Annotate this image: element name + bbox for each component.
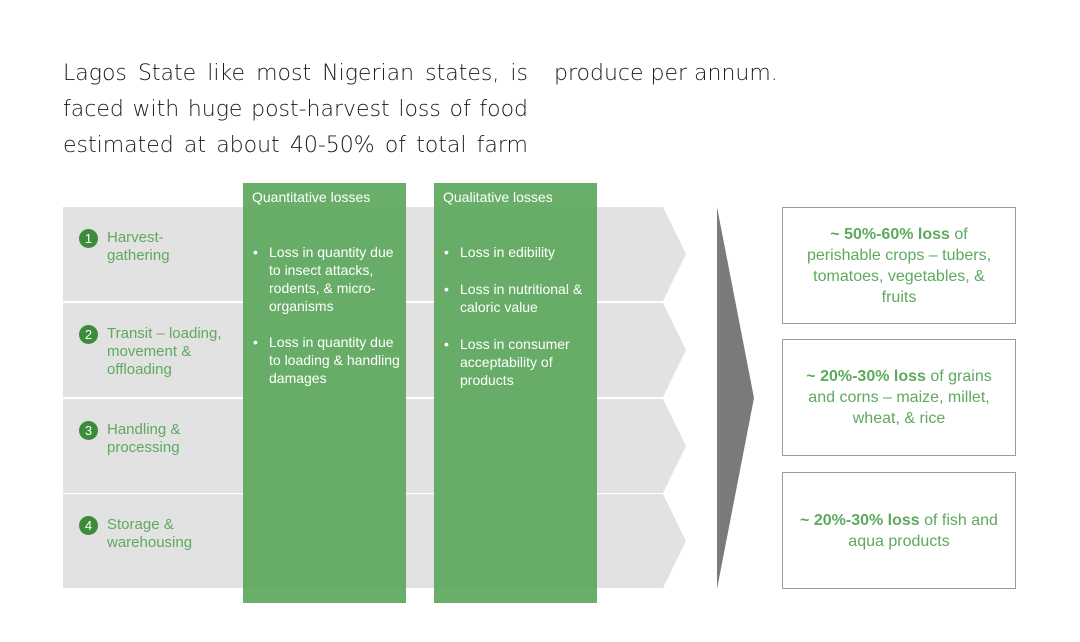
chevron-arrow-icon <box>717 207 754 589</box>
column-title: Qualitative losses <box>443 189 553 205</box>
stage-2: 2 Transit – loading, movement & offloadi… <box>79 325 232 379</box>
stage-label: Harvest-gathering <box>107 229 170 264</box>
stage-label: Storage & warehousing <box>107 516 193 551</box>
stage-1: 1 Harvest-gathering <box>79 229 187 265</box>
stage-number-badge: 1 <box>79 229 98 248</box>
list-item: Loss in quantity due to loading & handli… <box>252 333 400 387</box>
qualitative-losses-column: Qualitative losses Loss in edibility Los… <box>434 183 597 603</box>
result-box-3: ~ 20%-30% loss of fish and aqua products <box>782 472 1016 589</box>
list-item: Loss in nutritional & caloric value <box>443 280 591 316</box>
result-text: of fish and aqua products <box>848 511 998 550</box>
quantitative-list: Loss in quantity due to insect attacks, … <box>252 243 400 387</box>
stage-3: 3 Handling & processing <box>79 421 197 457</box>
intro-paragraph: Lagos State like most Nigerian states, i… <box>63 56 528 164</box>
result-highlight: ~ 20%-30% loss <box>800 511 920 529</box>
intro-line-1: Lagos State like most Nigerian states, i… <box>63 61 528 86</box>
stage-number-badge: 4 <box>79 516 98 535</box>
result-text: of perishable crops – tubers, tomatoes, … <box>806 225 992 306</box>
result-highlight: ~ 20%-30% loss <box>806 368 926 385</box>
result-box-1: ~ 50%-60% loss of perishable crops – tub… <box>782 207 1016 324</box>
list-item: Loss in consumer acceptability of produc… <box>443 335 591 389</box>
stage-number-badge: 3 <box>79 421 98 440</box>
list-item: Loss in quantity due to insect attacks, … <box>252 243 400 315</box>
stage-number-badge: 2 <box>79 325 98 344</box>
intro-line-3: estimated at about 40-50% of total farm <box>63 133 528 158</box>
intro-continuation: produce per annum. <box>554 61 778 86</box>
intro-line-2: faced with huge post-harvest loss of foo… <box>63 97 528 122</box>
list-item: Loss in edibility <box>443 243 591 261</box>
stage-4: 4 Storage & warehousing <box>79 516 207 552</box>
column-title: Quantitative losses <box>252 189 371 205</box>
result-text: of grains and corns – maize, millet, whe… <box>808 368 992 427</box>
quantitative-losses-column: Quantitative losses Loss in quantity due… <box>243 183 406 603</box>
stage-label: Transit – loading, movement & offloading <box>107 325 222 378</box>
stage-label: Handling & processing <box>107 421 181 456</box>
qualitative-list: Loss in edibility Loss in nutritional & … <box>443 243 591 389</box>
result-highlight: ~ 50%-60% loss <box>830 225 950 243</box>
result-box-2: ~ 20%-30% loss of grains and corns – mai… <box>782 339 1016 456</box>
